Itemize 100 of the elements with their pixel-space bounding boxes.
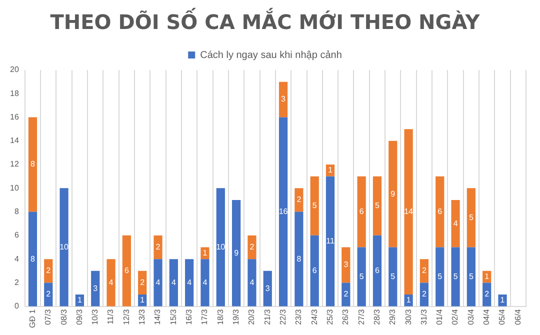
data-label: 5 xyxy=(468,272,474,281)
data-label: 1 xyxy=(202,248,208,258)
bar xyxy=(294,188,304,212)
bar xyxy=(342,247,350,283)
x-tick-label: 10/3 xyxy=(90,308,100,325)
y-tick-label: 20 xyxy=(10,65,20,74)
bar xyxy=(278,82,288,118)
bar xyxy=(169,259,178,306)
bar xyxy=(372,235,382,306)
x-tick-label: 23/3 xyxy=(294,308,304,325)
data-label: 6 xyxy=(312,266,318,276)
bar xyxy=(326,164,335,176)
x-tick-label: 09/3 xyxy=(74,308,84,325)
bar xyxy=(451,200,460,248)
bar xyxy=(404,294,413,306)
bar xyxy=(28,117,38,212)
bar xyxy=(436,247,444,306)
bar xyxy=(498,294,507,306)
data-label: 2 xyxy=(296,195,302,204)
y-tick-label: 16 xyxy=(10,112,20,122)
data-label: 4 xyxy=(156,278,161,287)
bar xyxy=(154,235,162,260)
x-tick-label: 15/3 xyxy=(168,308,178,325)
bar xyxy=(138,270,147,295)
y-tick-label: 4 xyxy=(14,254,20,264)
x-tick-label: 12/3 xyxy=(122,308,131,325)
bar xyxy=(200,259,210,306)
y-tick-label: 14 xyxy=(10,136,20,146)
bar xyxy=(372,176,382,236)
data-label: 4 xyxy=(171,278,176,287)
data-label: 3 xyxy=(93,284,98,293)
data-label: 2 xyxy=(484,290,490,299)
data-label: 1 xyxy=(484,272,490,281)
data-label: 5 xyxy=(468,212,474,222)
data-label: 8 xyxy=(30,254,36,264)
data-label: 3 xyxy=(281,94,286,104)
bar xyxy=(388,140,398,248)
data-label: 6 xyxy=(375,266,380,276)
data-label: 10 xyxy=(216,242,226,252)
data-label: 2 xyxy=(250,242,255,252)
x-tick-label: 26/3 xyxy=(341,308,350,325)
data-label: 11 xyxy=(326,236,335,246)
bar xyxy=(154,259,162,306)
data-label: 5 xyxy=(390,272,396,281)
data-label: 6 xyxy=(438,207,443,216)
x-tick-label: 18/3 xyxy=(216,308,225,325)
bar xyxy=(420,282,429,306)
y-tick-label: 18 xyxy=(10,88,20,98)
x-tick-label: 07/3 xyxy=(44,308,53,325)
bar xyxy=(248,259,256,306)
bar xyxy=(466,247,476,306)
bar xyxy=(451,247,460,306)
data-label: 2 xyxy=(344,290,349,299)
x-tick-label: GĐ 1 xyxy=(28,308,37,328)
x-tick-label: 02/4 xyxy=(450,308,460,325)
x-tick-label: 31/3 xyxy=(419,308,428,325)
bar xyxy=(248,235,256,260)
y-tick-label: 10 xyxy=(10,183,20,192)
x-tick-label: 03/4 xyxy=(466,308,476,325)
data-label: 1 xyxy=(406,296,412,305)
x-tick-label: 17/3 xyxy=(200,308,210,325)
data-label: 16 xyxy=(278,207,288,216)
data-label: 14 xyxy=(404,207,414,216)
data-label: 2 xyxy=(46,266,52,276)
x-tick-label: 04/4 xyxy=(482,308,492,325)
x-tick-label: 06/4 xyxy=(513,308,522,325)
data-label: 3 xyxy=(265,284,270,293)
bar xyxy=(342,282,350,306)
y-tick-label: 0 xyxy=(14,302,20,311)
legend-label: Cách ly ngay sau khi nhập cảnh xyxy=(200,50,342,61)
data-label: 6 xyxy=(124,266,130,276)
bar xyxy=(310,176,319,236)
data-label: 10 xyxy=(60,242,70,252)
data-label: 9 xyxy=(234,248,240,258)
x-tick-label: 29/3 xyxy=(388,308,398,325)
bar xyxy=(404,129,413,295)
bar xyxy=(44,259,53,283)
data-label: 2 xyxy=(140,278,146,287)
bar xyxy=(91,270,100,306)
data-label: 5 xyxy=(438,272,443,281)
data-label: 1 xyxy=(140,296,146,305)
data-label: 5 xyxy=(312,201,318,210)
x-tick-label: 19/3 xyxy=(232,308,241,325)
bar xyxy=(357,176,366,248)
bar xyxy=(185,259,194,306)
x-tick-label: 05/4 xyxy=(498,308,507,325)
bar xyxy=(44,282,53,306)
data-label: 4 xyxy=(202,278,208,287)
y-tick-label: 8 xyxy=(14,207,20,216)
bar xyxy=(106,259,116,306)
x-tick-label: 08/3 xyxy=(59,308,68,325)
x-tick-label: 21/3 xyxy=(262,308,272,325)
bar xyxy=(278,117,288,306)
data-label: 8 xyxy=(296,254,302,264)
x-tick-label: 25/3 xyxy=(325,308,334,325)
bar xyxy=(310,235,319,306)
data-label: 1 xyxy=(77,296,82,305)
data-label: 9 xyxy=(390,189,396,198)
x-tick-label: 13/3 xyxy=(138,308,147,325)
bar xyxy=(216,188,225,306)
